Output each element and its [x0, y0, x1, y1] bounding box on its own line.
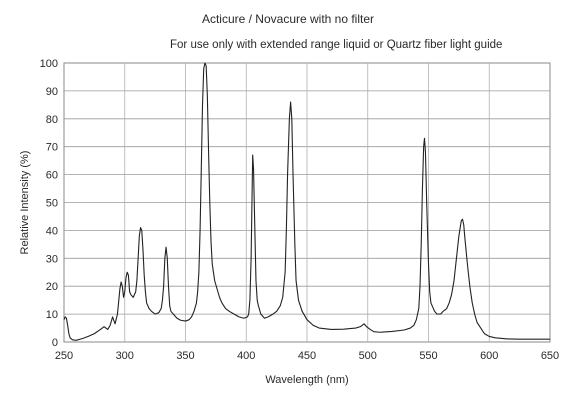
y-tick-label: 30 [46, 253, 58, 265]
y-tick-label: 10 [46, 309, 58, 321]
x-tick-label: 550 [419, 350, 437, 362]
y-tick-label: 50 [46, 198, 58, 210]
y-tick-label: 100 [40, 58, 58, 70]
x-tick-label: 400 [237, 350, 255, 362]
chart-title: Acticure / Novacure with no filter [201, 12, 375, 26]
x-tick-label: 350 [176, 350, 194, 362]
series-line [63, 62, 550, 341]
y-axis-label: Relative Intensity (%) [19, 151, 31, 255]
y-tick-label: 80 [46, 114, 58, 126]
tick-labels: 0 10 20 30 40 50 60 70 80 90 100 250 300 350 400 450 500… [40, 58, 560, 362]
chart-subtitle: For use only with extended range liquid … [170, 39, 503, 51]
x-tick-label: 600 [480, 350, 498, 362]
grid-lines [64, 63, 550, 342]
x-tick-label: 650 [541, 350, 559, 362]
x-tick-label: 250 [55, 350, 73, 362]
x-tick-label: 450 [298, 350, 316, 362]
y-tick-label: 70 [46, 142, 58, 154]
y-tick-label: 20 [46, 281, 58, 293]
y-tick-label: 60 [46, 170, 58, 182]
y-tick-label: 0 [52, 337, 58, 349]
x-tick-label: 300 [116, 350, 134, 362]
x-axis-label: Wavelength (nm) [265, 374, 348, 386]
y-tick-label: 40 [46, 225, 58, 237]
x-tick-label: 500 [359, 350, 377, 362]
y-tick-label: 90 [46, 86, 58, 98]
